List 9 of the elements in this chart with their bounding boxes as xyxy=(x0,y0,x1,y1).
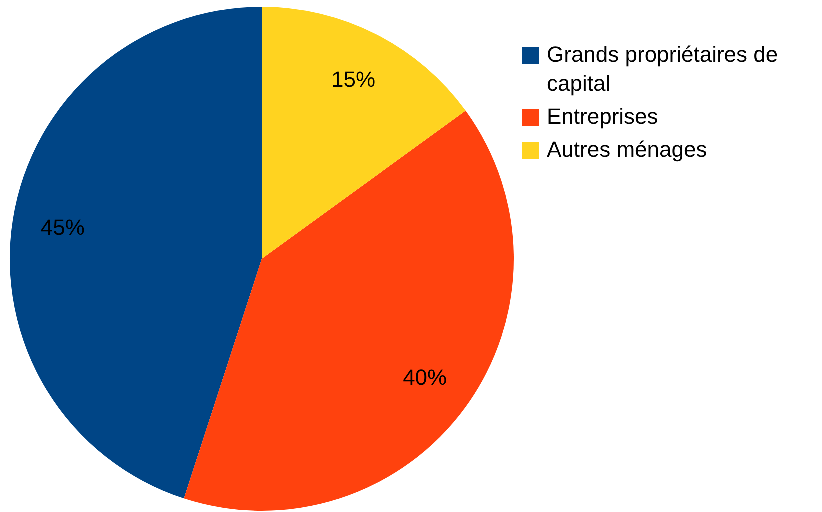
pie-slice xyxy=(184,110,514,511)
data-label: 15% xyxy=(332,66,376,92)
data-label: 45% xyxy=(40,214,85,240)
pie-slice xyxy=(10,7,262,499)
data-label: 40% xyxy=(403,364,448,390)
legend-label: Autres ménages xyxy=(547,136,708,164)
legend-label: Entreprises xyxy=(547,103,658,131)
pie-slice xyxy=(262,7,466,259)
legend-label: Grands propriétaires de capital xyxy=(547,41,780,98)
